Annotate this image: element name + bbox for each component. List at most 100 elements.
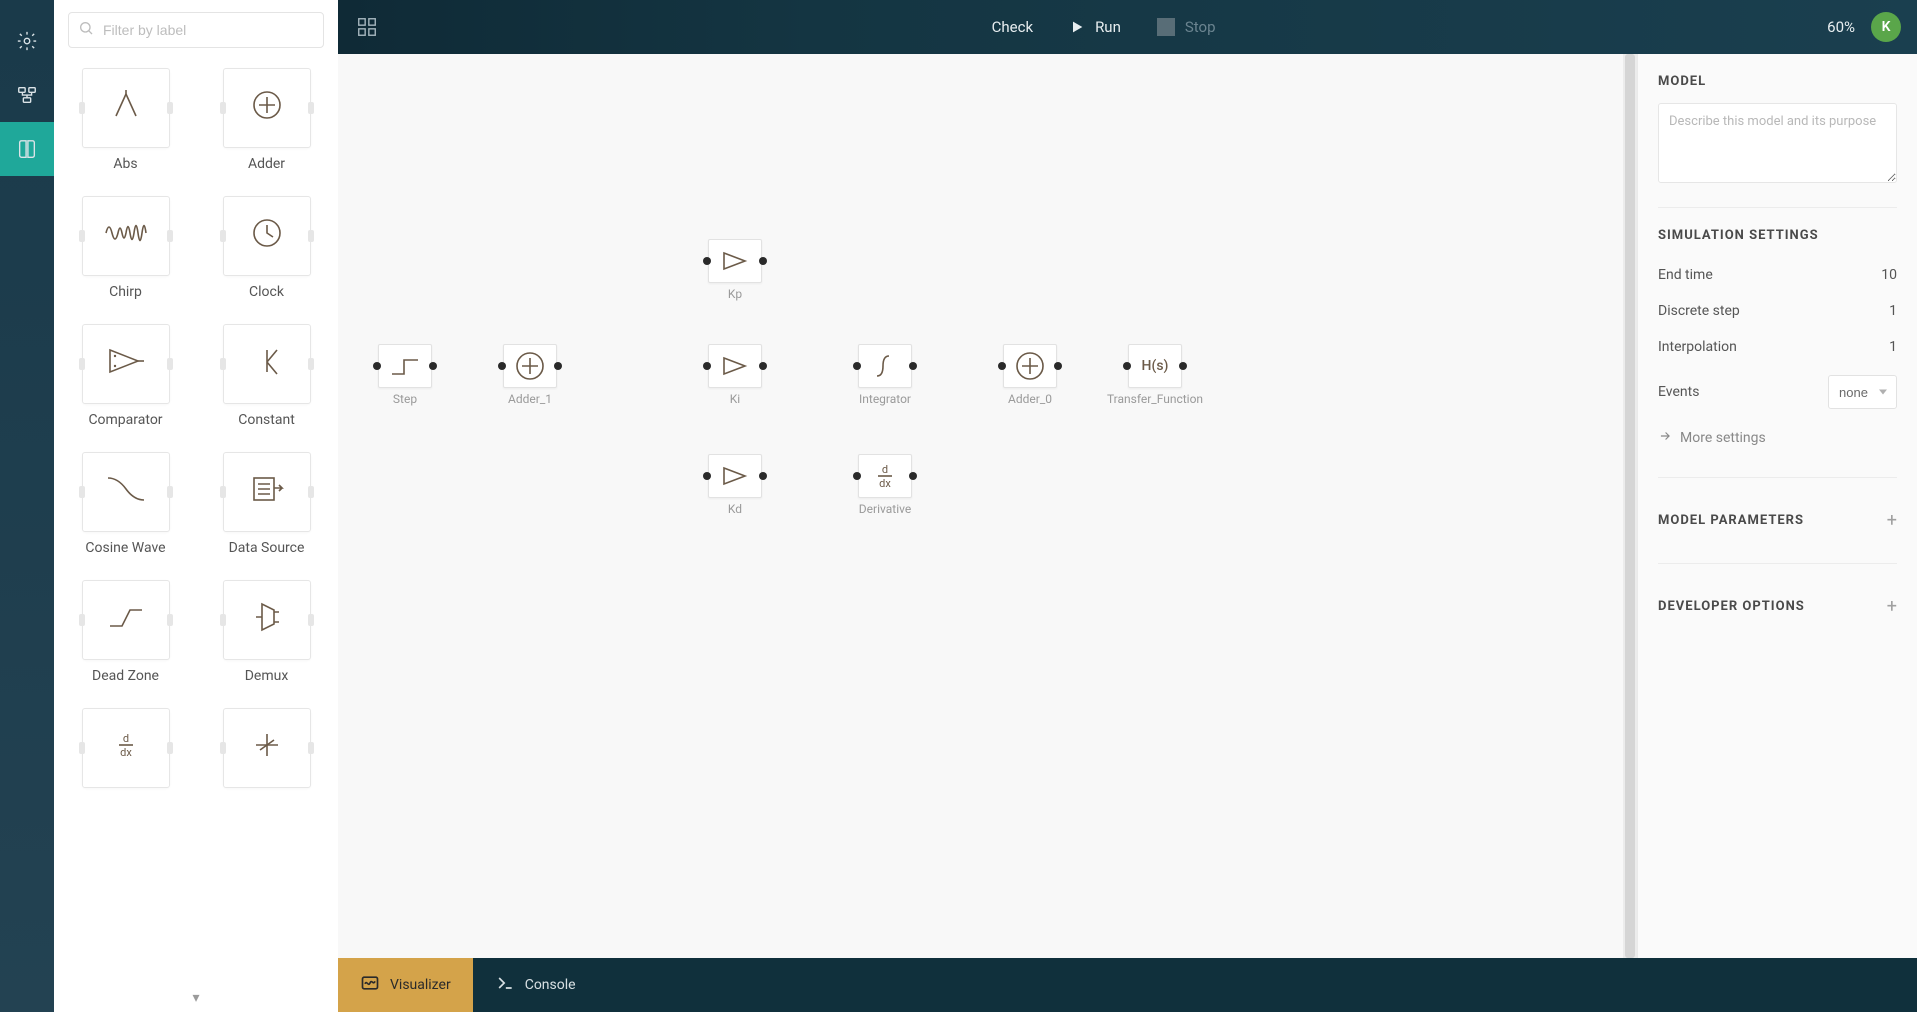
block-label: Comparator [88,412,162,428]
constant-icon [255,346,279,382]
block-item-data-source[interactable]: Data Source [215,452,318,556]
node-adder1[interactable]: Adder_1 [503,344,557,388]
block-tile [82,324,170,404]
block-palette: Abs Adder Chirp Clock Comparator Constan… [54,0,338,1012]
node-ki[interactable]: Ki [708,344,762,388]
model-params-section[interactable]: MODEL PARAMETERS + [1658,498,1897,543]
output-port[interactable] [759,257,767,265]
events-select[interactable]: none [1828,375,1897,409]
block-item-chirp[interactable]: Chirp [74,196,177,300]
node-tf[interactable]: H(s) Transfer_Function [1128,344,1182,388]
node-box: ddx [858,454,912,498]
node-step[interactable]: Step [378,344,432,388]
setting-interpolation[interactable]: Interpolation 1 [1658,329,1897,365]
input-port[interactable] [998,362,1006,370]
input-port[interactable] [1123,362,1131,370]
check-label: Check [992,18,1033,36]
divider [1658,207,1897,208]
block-item-demux[interactable]: Demux [215,580,318,684]
input-port[interactable] [703,362,711,370]
output-port[interactable] [909,362,917,370]
layout-grid-icon[interactable] [354,14,380,40]
setting-discrete-step[interactable]: Discrete step 1 [1658,293,1897,329]
arrow-right-icon [1658,429,1672,447]
palette-collapse-icon[interactable]: ▾ [192,990,199,1006]
block-item-dead-zone[interactable]: Dead Zone [74,580,177,684]
model-description-input[interactable] [1658,103,1897,183]
datasource-icon [250,474,284,510]
setting-events: Events none [1658,365,1897,419]
canvas-scrollbar[interactable] [1623,54,1637,958]
svg-text:dx: dx [879,477,891,490]
output-port[interactable] [1054,362,1062,370]
block-item-cross[interactable] [215,708,318,796]
canvas[interactable]: Step Adder_1 Kp Ki Kd Integrator ddx Der… [338,54,1637,958]
input-port[interactable] [703,472,711,480]
block-item-constant[interactable]: Constant [215,324,318,428]
deadzone-icon [106,602,146,638]
output-port[interactable] [909,472,917,480]
model-params-heading: MODEL PARAMETERS [1658,513,1804,528]
block-item-adder[interactable]: Adder [215,68,318,172]
run-label: Run [1095,18,1121,36]
input-port[interactable] [703,257,711,265]
output-port[interactable] [759,362,767,370]
stop-button[interactable]: Stop [1157,18,1216,36]
input-port[interactable] [853,472,861,480]
input-port[interactable] [853,362,861,370]
block-label: Adder [248,156,285,172]
input-port[interactable] [373,362,381,370]
block-label: Data Source [229,540,305,556]
node-box [708,454,762,498]
tab-visualizer[interactable]: Visualizer [338,958,473,1012]
node-box: H(s) [1128,344,1182,388]
nav-nodes-icon[interactable] [0,68,54,122]
more-settings-label: More settings [1680,430,1766,446]
output-port[interactable] [429,362,437,370]
visualizer-icon [360,973,380,997]
output-port[interactable] [759,472,767,480]
nav-rail [0,0,54,1012]
stop-icon [1157,18,1175,36]
run-button[interactable]: Run [1069,18,1121,36]
node-label: Integrator [859,392,911,406]
discrete-step-value: 1 [1889,303,1897,319]
discrete-step-label: Discrete step [1658,303,1740,319]
block-item-derivative[interactable]: ddx [74,708,177,796]
cross-icon [252,730,282,766]
derivative-icon: ddx [111,730,141,766]
tab-console[interactable]: Console [473,958,598,1012]
user-avatar[interactable]: K [1871,12,1901,42]
block-item-comparator[interactable]: Comparator [74,324,177,428]
block-tile [223,68,311,148]
nav-library-icon[interactable] [0,122,54,176]
properties-panel: MODEL SIMULATION SETTINGS End time 10 Di… [1637,54,1917,958]
setting-end-time[interactable]: End time 10 [1658,257,1897,293]
node-label: Step [393,392,417,406]
zoom-level[interactable]: 60% [1827,18,1855,36]
output-port[interactable] [1179,362,1187,370]
dev-options-section[interactable]: DEVELOPER OPTIONS + [1658,584,1897,629]
comparator-icon [106,346,146,382]
node-label: Adder_1 [508,392,552,406]
nav-settings-icon[interactable] [0,14,54,68]
node-kp[interactable]: Kp [708,239,762,283]
node-label: Kp [728,287,742,301]
block-item-clock[interactable]: Clock [215,196,318,300]
node-derivative[interactable]: ddx Derivative [858,454,912,498]
block-label: Abs [113,156,137,172]
node-adder0[interactable]: Adder_0 [1003,344,1057,388]
block-label: Chirp [109,284,142,300]
block-item-cosine-wave[interactable]: Cosine Wave [74,452,177,556]
input-port[interactable] [498,362,506,370]
check-button[interactable]: Check [992,18,1033,36]
more-settings-link[interactable]: More settings [1658,419,1897,457]
palette-scroll[interactable]: Abs Adder Chirp Clock Comparator Constan… [54,60,338,1012]
search-input[interactable] [68,12,324,48]
output-port[interactable] [554,362,562,370]
block-item-abs[interactable]: Abs [74,68,177,172]
node-integrator[interactable]: Integrator [858,344,912,388]
node-kd[interactable]: Kd [708,454,762,498]
model-heading: MODEL [1658,74,1897,89]
cosine-icon [106,474,146,510]
